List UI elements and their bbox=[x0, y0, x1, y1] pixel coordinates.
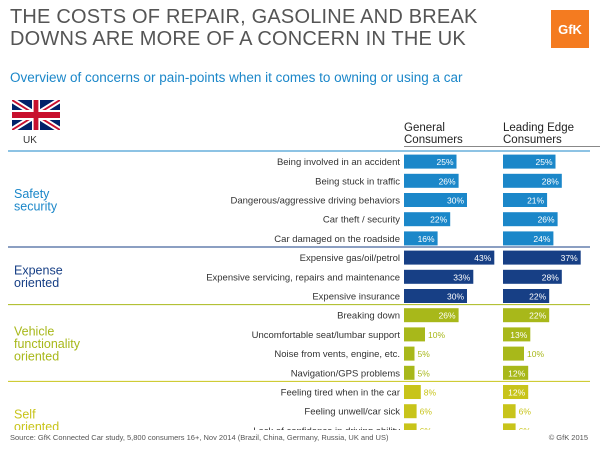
row-label: Feeling tired when in the car bbox=[281, 388, 400, 399]
general-value-label: 8% bbox=[424, 388, 437, 398]
general-bar bbox=[404, 173, 459, 188]
row-label: Dangerous/aggressive driving behaviors bbox=[230, 196, 400, 207]
general-consumers-label: General Consumers bbox=[404, 122, 504, 147]
group-label: Vehicle bbox=[14, 325, 54, 339]
leading-value-label: 6% bbox=[519, 407, 532, 417]
leading-value-label: 22% bbox=[529, 311, 546, 321]
leading-value-label: 12% bbox=[508, 368, 525, 378]
general-value-label: 25% bbox=[436, 157, 453, 167]
row-label: Being involved in an accident bbox=[277, 157, 400, 168]
leading-edge-consumers-header: Leading Edge Consumers bbox=[503, 122, 600, 147]
general-value-label: 26% bbox=[439, 311, 456, 321]
general-consumers-header: General Consumers bbox=[404, 122, 504, 147]
general-bar bbox=[404, 365, 415, 380]
row-label: Car damaged on the roadside bbox=[274, 234, 400, 245]
source-note: Source: GfK Connected Car study, 5,800 c… bbox=[10, 433, 389, 442]
group-label: oriented bbox=[14, 350, 59, 364]
group-label: oriented bbox=[14, 420, 59, 430]
group-label: Safety bbox=[14, 187, 50, 201]
general-bar bbox=[404, 193, 467, 207]
general-value-label: 22% bbox=[430, 215, 447, 225]
general-value-label: 6% bbox=[420, 426, 433, 430]
leading-value-label: 10% bbox=[527, 349, 544, 359]
leading-bar bbox=[503, 154, 556, 169]
chart-subtitle: Overview of concerns or pain-points when… bbox=[10, 70, 463, 85]
general-bar bbox=[404, 231, 438, 246]
general-bar bbox=[404, 250, 495, 265]
leading-bar bbox=[503, 423, 516, 430]
general-value-label: 43% bbox=[474, 253, 491, 263]
leading-bar bbox=[503, 212, 558, 227]
copyright: © GfK 2015 bbox=[548, 433, 588, 442]
general-value-label: 5% bbox=[418, 349, 431, 359]
row-label: Lack of confidence in driving ability bbox=[253, 426, 400, 430]
leading-bar bbox=[503, 193, 548, 207]
general-bar bbox=[404, 423, 417, 430]
leading-value-label: 28% bbox=[542, 272, 559, 282]
row-label: Uncomfortable seat/lumbar support bbox=[252, 330, 401, 341]
row-label: Feeling unwell/car sick bbox=[304, 407, 400, 418]
leading-value-label: 12% bbox=[508, 388, 525, 398]
leading-bar bbox=[503, 289, 550, 303]
group-label: oriented bbox=[14, 276, 59, 290]
general-bar bbox=[404, 346, 415, 361]
leading-value-label: 13% bbox=[510, 330, 527, 340]
row-label: Noise from vents, engine, etc. bbox=[274, 349, 400, 360]
general-value-label: 30% bbox=[447, 196, 464, 206]
general-bar bbox=[404, 289, 467, 303]
general-value-label: 30% bbox=[447, 292, 464, 302]
leading-edge-consumers-label: Leading Edge Consumers bbox=[503, 122, 600, 147]
row-label: Expensive gas/oil/petrol bbox=[300, 253, 400, 264]
general-bar bbox=[404, 404, 417, 419]
general-bar bbox=[404, 154, 457, 169]
general-value-label: 10% bbox=[428, 330, 445, 340]
group-label: Self bbox=[14, 408, 36, 422]
leading-bar bbox=[503, 365, 529, 380]
leading-bar bbox=[503, 327, 531, 342]
group-label: Expense bbox=[14, 264, 63, 278]
leading-bar bbox=[503, 231, 554, 246]
leading-bar bbox=[503, 308, 550, 323]
leading-bar bbox=[503, 385, 529, 399]
leading-bar bbox=[503, 346, 524, 361]
general-bar bbox=[404, 327, 425, 342]
general-value-label: 6% bbox=[420, 407, 433, 417]
page-title: THE COSTS OF REPAIR, GASOLINE AND BREAK … bbox=[10, 6, 478, 50]
row-label: Car theft / security bbox=[323, 215, 400, 226]
general-value-label: 5% bbox=[418, 368, 431, 378]
general-bar bbox=[404, 212, 451, 227]
uk-flag-icon bbox=[12, 100, 60, 130]
leading-value-label: 6% bbox=[519, 426, 532, 430]
general-bar bbox=[404, 308, 459, 323]
leading-bar bbox=[503, 250, 581, 265]
leading-value-label: 26% bbox=[538, 215, 555, 225]
row-label: Being stuck in traffic bbox=[315, 176, 400, 187]
row-label: Navigation/GPS problems bbox=[291, 368, 401, 379]
leading-value-label: 22% bbox=[529, 292, 546, 302]
leading-value-label: 25% bbox=[535, 157, 552, 167]
leading-bar bbox=[503, 173, 562, 188]
leading-value-label: 28% bbox=[542, 176, 559, 186]
row-label: Breaking down bbox=[337, 311, 400, 322]
row-label: Expensive servicing, repairs and mainten… bbox=[206, 272, 400, 283]
country-label: UK bbox=[23, 135, 37, 146]
leading-value-label: 21% bbox=[527, 196, 544, 206]
leading-value-label: 37% bbox=[561, 253, 578, 263]
general-bar bbox=[404, 269, 474, 284]
leading-value-label: 24% bbox=[533, 234, 550, 244]
general-value-label: 16% bbox=[418, 234, 435, 244]
general-value-label: 26% bbox=[439, 176, 456, 186]
general-value-label: 33% bbox=[453, 272, 470, 282]
leading-bar bbox=[503, 269, 562, 284]
group-label: functionality bbox=[14, 337, 81, 351]
row-label: Expensive insurance bbox=[312, 292, 400, 303]
group-label: security bbox=[14, 199, 58, 213]
leading-bar bbox=[503, 404, 516, 419]
general-bar bbox=[404, 385, 421, 399]
gfk-logo: GfK bbox=[551, 10, 589, 48]
